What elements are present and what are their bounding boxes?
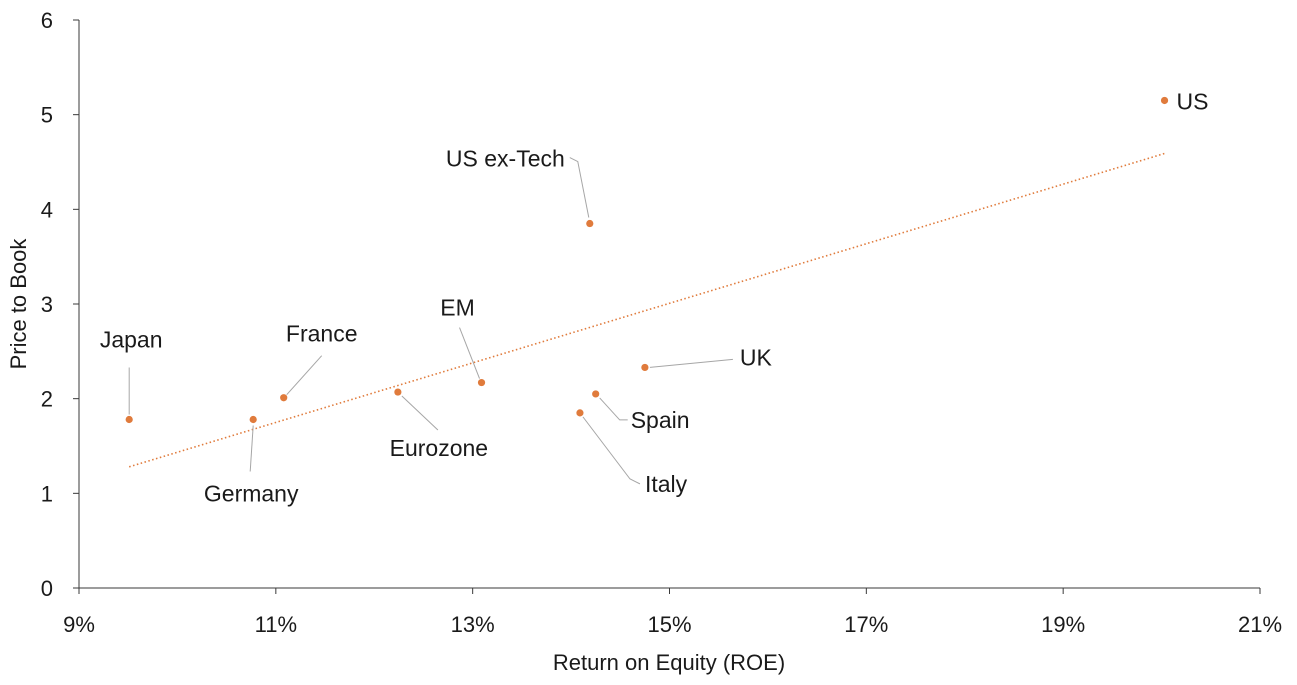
leader-line-us-ex-tech xyxy=(569,157,590,218)
label-japan: Japan xyxy=(100,326,163,352)
x-tick-label: 13% xyxy=(451,612,495,637)
label-germany: Germany xyxy=(204,480,299,506)
point-germany xyxy=(249,415,257,424)
point-us xyxy=(1160,96,1169,105)
label-uk: UK xyxy=(740,344,773,370)
y-tick-label: 6 xyxy=(41,8,53,33)
point-spain xyxy=(592,390,600,398)
y-tick-label: 1 xyxy=(41,481,53,506)
trendline-group xyxy=(128,152,1165,468)
leader-lines xyxy=(128,157,733,485)
point-labels: Japan Germany France Eurozone EM US ex-Tech It… xyxy=(100,88,1209,506)
y-tick-label: 4 xyxy=(41,197,53,222)
label-eurozone: Eurozone xyxy=(390,435,488,461)
label-spain: Spain xyxy=(631,407,690,433)
y-ticks: 0 1 2 3 4 5 6 xyxy=(41,8,79,601)
label-us-ex-tech: US ex-Tech xyxy=(446,146,565,172)
x-axis-title: Return on Equity (ROE) xyxy=(553,650,785,675)
point-japan xyxy=(125,415,133,424)
x-tick-label: 9% xyxy=(63,612,95,637)
data-points xyxy=(125,96,1169,424)
point-eurozone xyxy=(394,388,402,396)
leader-line-uk xyxy=(649,358,733,368)
leader-line-spain xyxy=(599,397,628,421)
label-italy: Italy xyxy=(645,471,688,497)
trendline xyxy=(128,152,1165,468)
x-tick-label: 15% xyxy=(647,612,691,637)
leader-line-france xyxy=(286,355,323,396)
x-ticks: 9% 11% 13% 15% 17% 19% 21% xyxy=(63,588,1282,637)
label-us: US xyxy=(1177,88,1209,114)
y-axis-title: Price to Book xyxy=(6,238,31,370)
label-france: France xyxy=(286,321,358,347)
x-tick-label: 17% xyxy=(844,612,888,637)
label-em: EM xyxy=(440,295,475,321)
leader-line-em xyxy=(459,327,480,379)
point-us-ex-tech xyxy=(586,219,594,228)
leader-line-eurozone xyxy=(401,395,439,431)
y-tick-label: 3 xyxy=(41,292,53,317)
leader-line-italy xyxy=(582,416,641,485)
y-tick-label: 5 xyxy=(41,103,53,128)
x-tick-label: 19% xyxy=(1041,612,1085,637)
y-tick-label: 2 xyxy=(41,387,53,412)
point-em xyxy=(477,378,486,387)
point-france xyxy=(280,394,288,402)
x-tick-label: 21% xyxy=(1238,612,1282,637)
leader-line-germany xyxy=(249,425,254,472)
y-tick-label: 0 xyxy=(41,576,53,601)
x-tick-label: 11% xyxy=(255,612,297,637)
point-italy xyxy=(576,409,584,417)
point-uk xyxy=(641,363,649,372)
